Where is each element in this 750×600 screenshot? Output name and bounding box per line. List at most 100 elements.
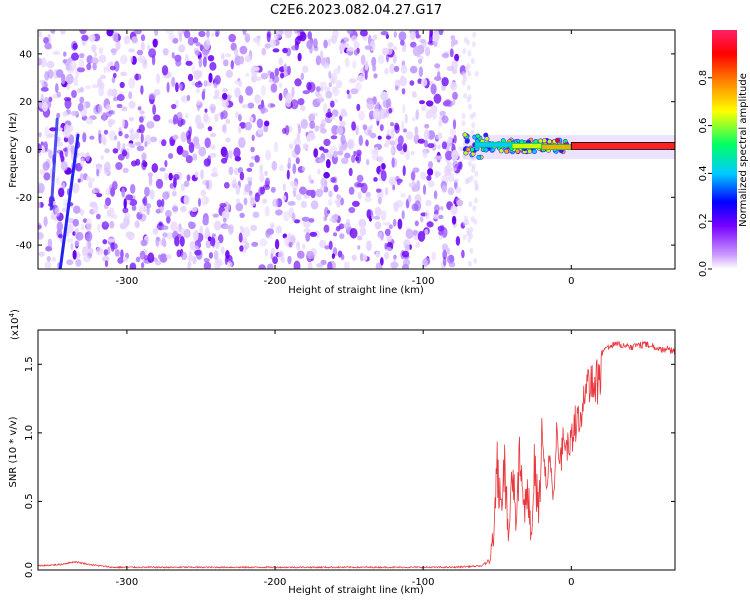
noise-blob bbox=[294, 78, 302, 87]
noise-blob bbox=[454, 53, 460, 62]
noise-blob bbox=[106, 209, 112, 217]
noise-blob bbox=[386, 135, 392, 140]
noise-blob bbox=[325, 91, 333, 99]
noise-blob bbox=[402, 128, 407, 133]
noise-blob bbox=[472, 31, 477, 38]
noise-blob bbox=[251, 199, 256, 205]
noise-blob bbox=[97, 223, 101, 233]
noise-blob bbox=[350, 88, 359, 95]
noise-blob bbox=[439, 110, 446, 117]
noise-blob bbox=[309, 231, 318, 237]
noise-blob bbox=[364, 60, 369, 71]
noise-blob bbox=[121, 106, 128, 112]
noise-blob bbox=[194, 171, 199, 178]
noise-blob bbox=[352, 200, 360, 207]
noise-blob bbox=[319, 146, 325, 151]
noise-blob bbox=[41, 81, 45, 87]
noise-blob bbox=[194, 50, 201, 56]
noise-blob bbox=[38, 183, 45, 194]
noise-blob bbox=[134, 220, 140, 229]
noise-blob bbox=[220, 246, 225, 255]
noise-blob bbox=[156, 237, 161, 242]
noise-blob bbox=[161, 225, 169, 230]
noise-blob bbox=[251, 241, 259, 247]
noise-blob bbox=[157, 254, 162, 260]
noise-blob bbox=[333, 184, 339, 192]
noise-blob bbox=[88, 34, 96, 42]
noise-blob bbox=[349, 228, 358, 239]
x-tick-label: -300 bbox=[116, 577, 139, 588]
noise-blob bbox=[359, 226, 367, 236]
noise-blob bbox=[441, 141, 447, 150]
noise-blob bbox=[186, 94, 191, 102]
noise-blob bbox=[282, 183, 286, 191]
noise-blob bbox=[102, 239, 108, 245]
noise-blob bbox=[200, 169, 204, 180]
noise-blob bbox=[40, 87, 49, 92]
noise-blob bbox=[467, 50, 472, 57]
noise-blob bbox=[414, 200, 422, 212]
noise-blob bbox=[140, 133, 144, 144]
noise-blob bbox=[324, 206, 329, 218]
noise-blob bbox=[270, 83, 278, 93]
noise-blob bbox=[111, 214, 118, 220]
noise-blob bbox=[129, 128, 135, 134]
noise-blob bbox=[230, 59, 234, 70]
noise-blob bbox=[52, 200, 56, 206]
noise-blob bbox=[66, 83, 71, 90]
noise-blob bbox=[458, 146, 465, 152]
noise-blob bbox=[42, 161, 50, 171]
noise-blob bbox=[195, 114, 202, 126]
noise-blob bbox=[183, 194, 190, 206]
noise-blob bbox=[319, 50, 324, 61]
noise-blob bbox=[427, 180, 435, 188]
noise-blob bbox=[251, 66, 260, 71]
noise-blob bbox=[301, 216, 310, 222]
noise-blob bbox=[118, 131, 123, 137]
noise-blob bbox=[451, 149, 459, 161]
noise-blob bbox=[351, 154, 356, 163]
noise-blob bbox=[407, 194, 412, 203]
noise-blob bbox=[461, 79, 466, 86]
noise-blob bbox=[178, 32, 183, 43]
noise-blob bbox=[408, 182, 414, 188]
noise-blob bbox=[38, 232, 44, 240]
noise-blob bbox=[328, 240, 333, 250]
noise-blob bbox=[415, 109, 420, 120]
noise-blob bbox=[92, 203, 99, 214]
noise-blob bbox=[161, 139, 167, 147]
signal-blob bbox=[546, 139, 552, 145]
noise-blob bbox=[307, 251, 315, 260]
noise-blob bbox=[244, 184, 251, 193]
noise-blob bbox=[369, 124, 373, 130]
noise-blob bbox=[271, 160, 278, 171]
noise-blob bbox=[55, 141, 64, 147]
noise-blob bbox=[356, 103, 361, 111]
noise-blob bbox=[178, 44, 186, 53]
noise-blob bbox=[153, 227, 159, 234]
noise-blob bbox=[291, 212, 296, 222]
noise-blob bbox=[395, 199, 404, 208]
noise-blob bbox=[275, 30, 283, 39]
noise-blob bbox=[463, 92, 468, 99]
noise-blob bbox=[98, 54, 107, 63]
signal-blob bbox=[476, 154, 482, 160]
noise-blob bbox=[300, 105, 306, 111]
noise-blob bbox=[102, 112, 107, 122]
noise-blob bbox=[194, 249, 202, 256]
noise-blob bbox=[282, 195, 287, 201]
noise-blob bbox=[38, 143, 42, 154]
noise-blob bbox=[140, 41, 145, 51]
noise-blob bbox=[386, 47, 393, 55]
noise-blob bbox=[441, 77, 449, 87]
y-tick-label: 20 bbox=[19, 97, 32, 108]
noise-blob bbox=[184, 30, 191, 39]
noise-blob bbox=[373, 215, 381, 220]
noise-blob bbox=[300, 200, 308, 209]
noise-blob bbox=[405, 228, 414, 239]
noise-blob bbox=[259, 164, 264, 175]
noise-blob bbox=[166, 81, 170, 93]
noise-blob bbox=[117, 140, 121, 151]
noise-blob bbox=[384, 242, 388, 250]
noise-blob bbox=[139, 110, 145, 115]
